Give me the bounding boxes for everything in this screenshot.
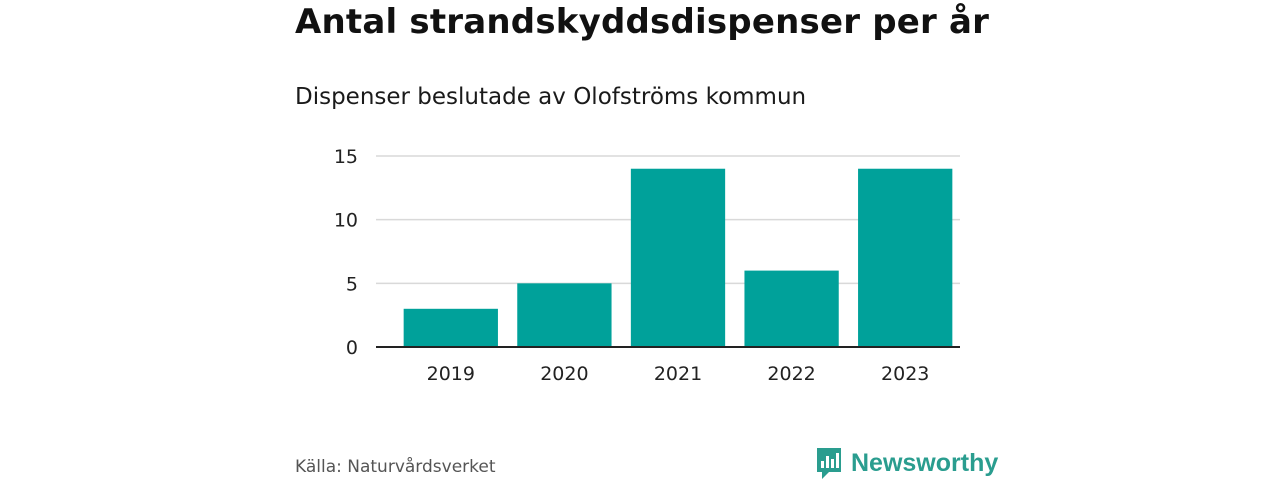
bar-2021: [630, 168, 726, 347]
brand-name: Newsworthy: [851, 448, 999, 477]
y-tick-label: 5: [346, 273, 358, 295]
chart-subtitle: Dispenser beslutade av Olofströms kommun: [295, 84, 807, 110]
x-tick-label: 2022: [767, 363, 815, 385]
x-tick-label: 2021: [654, 363, 702, 385]
x-tick-label: 2019: [427, 363, 475, 385]
bar-2020: [517, 283, 612, 347]
x-tick-label: 2023: [881, 363, 929, 385]
bar-2022: [744, 270, 839, 347]
brand-logo: Newsworthy: [815, 446, 998, 480]
source-note: Källa: Naturvårdsverket: [295, 457, 496, 477]
y-tick-label: 0: [346, 337, 358, 359]
y-tick-label: 15: [334, 146, 358, 168]
y-tick-label: 10: [334, 210, 358, 232]
bar-2023: [858, 168, 953, 347]
bar-chart-speech-bubble-icon: [817, 448, 841, 479]
chart-title: Antal strandskyddsdispenser per år: [295, 2, 990, 42]
bar-2019: [403, 308, 498, 347]
x-tick-label: 2020: [540, 363, 588, 385]
